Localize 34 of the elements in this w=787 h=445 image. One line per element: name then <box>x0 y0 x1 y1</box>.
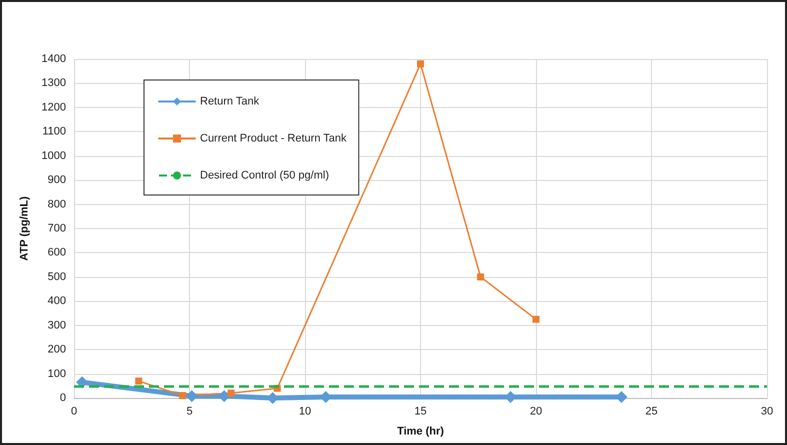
y-tick-label: 800 <box>48 198 66 210</box>
x-tick-label: 25 <box>645 406 658 418</box>
x-tick-label: 15 <box>414 406 427 418</box>
legend-label: Desired Control (50 pg/ml) <box>200 170 329 182</box>
x-axis-title: Time (hr) <box>397 426 444 438</box>
point <box>477 273 484 280</box>
y-tick-label: 200 <box>48 344 66 356</box>
point <box>186 390 198 402</box>
point <box>135 378 142 385</box>
x-tick-label: 0 <box>70 406 78 418</box>
y-tick-label: 1100 <box>42 126 66 138</box>
point <box>179 392 186 400</box>
y-tick-label: 100 <box>48 368 66 380</box>
point <box>532 316 540 323</box>
y-tick-label: 1300 <box>42 77 66 90</box>
y-tick-label: 1000 <box>42 150 66 162</box>
y-tick-label: 900 <box>48 174 66 186</box>
y-tick-label: 1200 <box>42 101 66 114</box>
x-tick-label: 30 <box>760 406 774 418</box>
point <box>417 60 424 68</box>
x-tick-label: 20 <box>530 406 542 418</box>
y-axis-title: ATP (pg/mL) <box>18 196 30 261</box>
y-tick-label: 700 <box>48 222 66 234</box>
x-tick-label: 10 <box>298 406 312 418</box>
legend-label: Current Product - Return Tank <box>200 132 348 144</box>
y-tick-label: 0 <box>60 392 66 404</box>
legend-label: Return Tank <box>200 96 260 108</box>
x-tick-label: 5 <box>186 406 193 418</box>
y-tick-label: 400 <box>48 295 66 308</box>
point <box>228 390 235 397</box>
y-tick-label: 300 <box>48 319 66 332</box>
y-tick-label: 600 <box>48 246 66 259</box>
y-tick-label: 500 <box>48 270 66 283</box>
y-tick-label: 1400 <box>42 53 66 65</box>
